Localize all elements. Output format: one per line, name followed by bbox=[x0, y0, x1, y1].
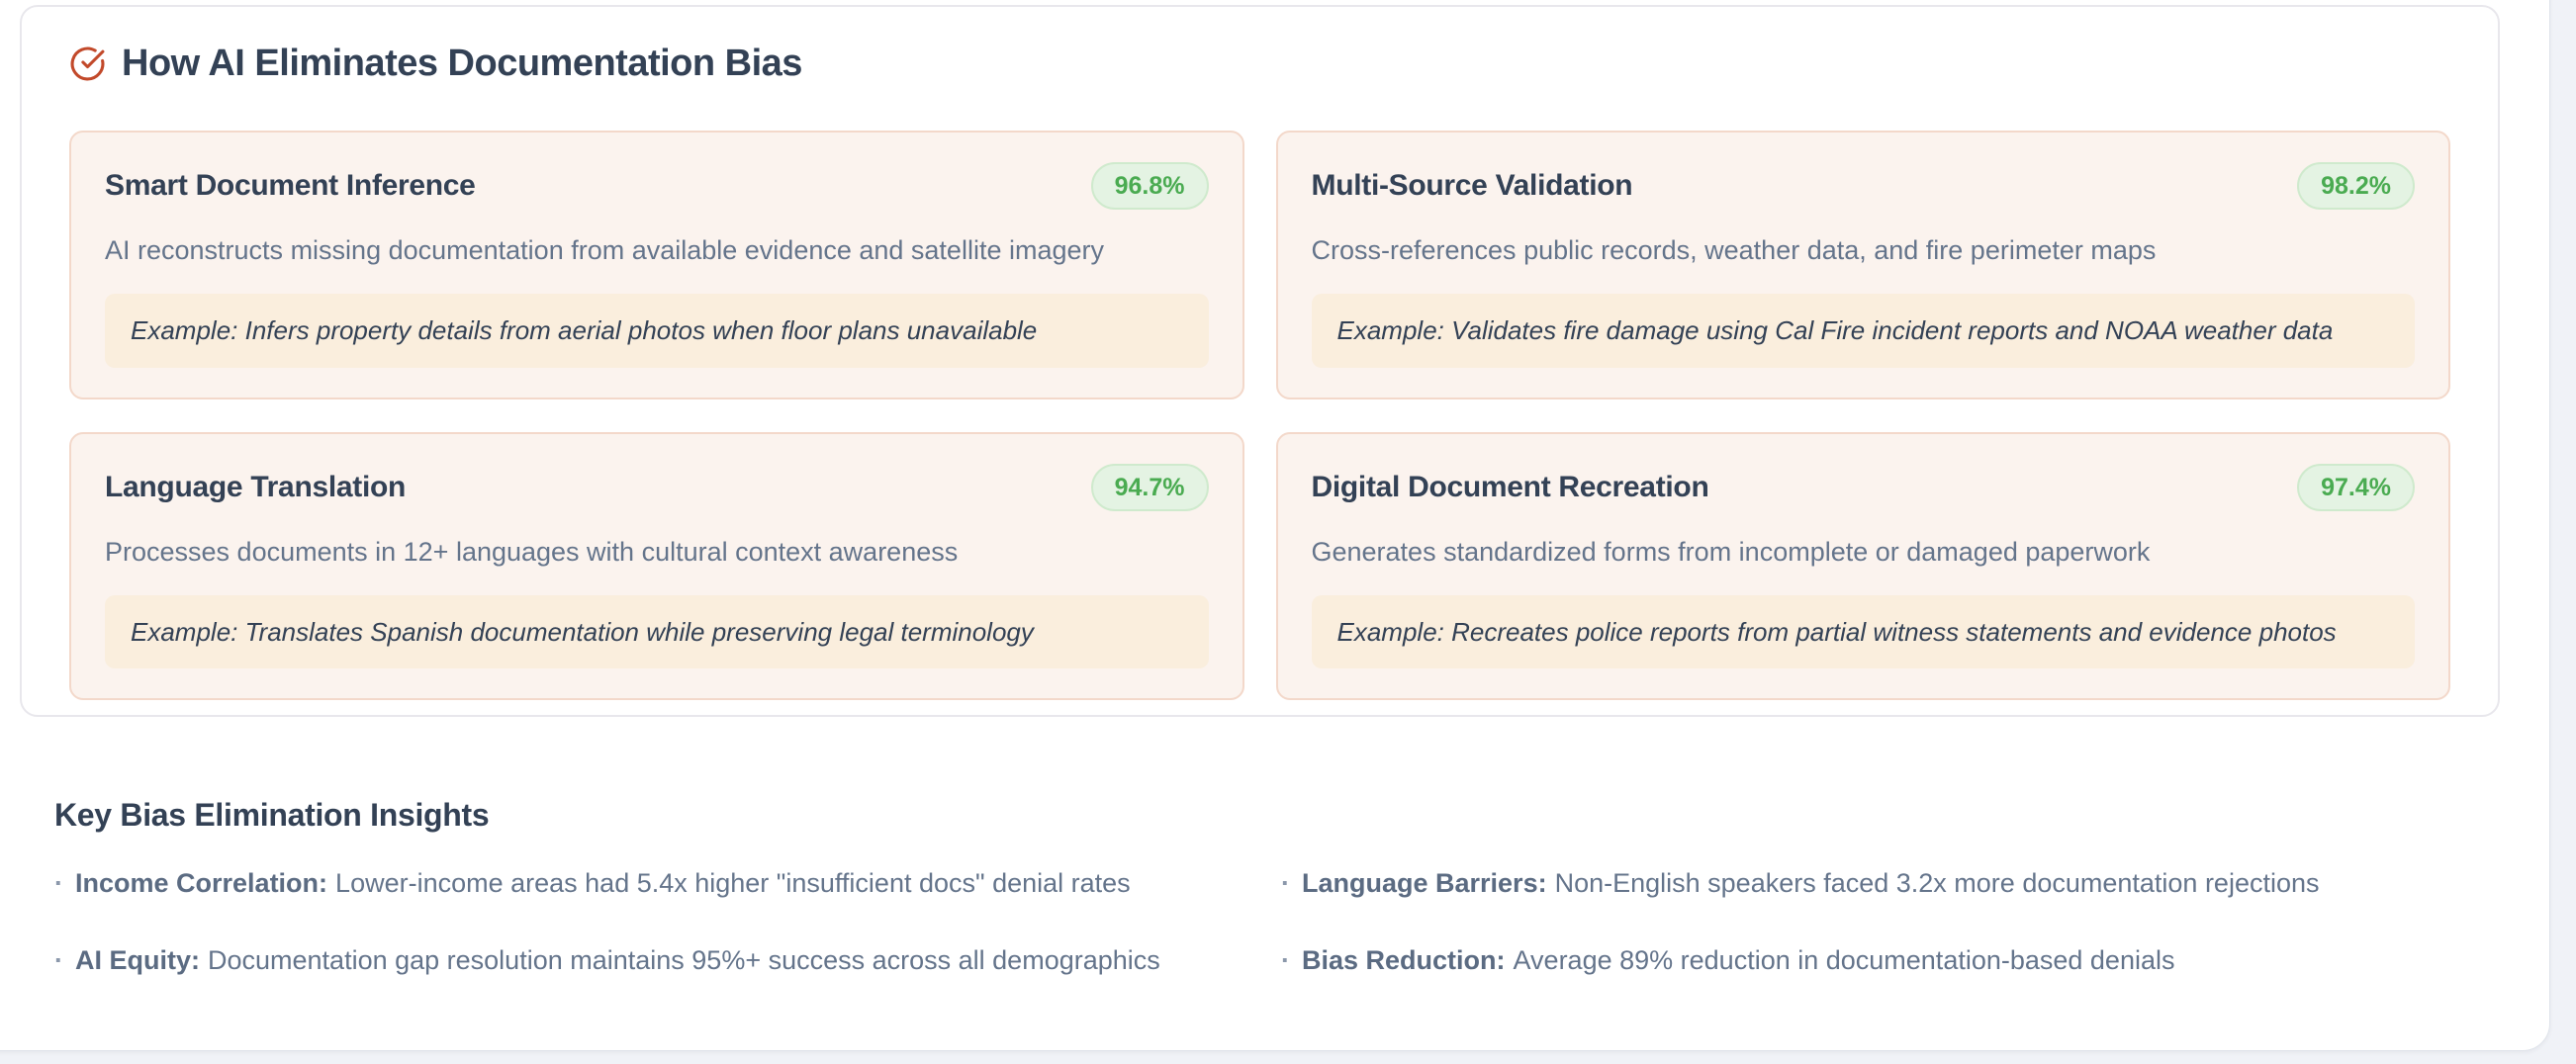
example-box: Example: Validates fire damage using Cal… bbox=[1311, 294, 2415, 368]
method-header: Language Translation 94.7% bbox=[105, 463, 1209, 511]
method-card-multi-source-validation: Multi-Source Validation 98.2% Cross-refe… bbox=[1275, 131, 2450, 399]
accuracy-badge: 98.2% bbox=[2297, 162, 2415, 210]
insight-text: Non-English speakers faced 3.2x more doc… bbox=[1554, 868, 2320, 898]
method-description: AI reconstructs missing documentation fr… bbox=[105, 235, 1104, 265]
bullet-dot: · bbox=[1281, 868, 1290, 898]
method-title: Language Translation bbox=[105, 470, 407, 503]
key-insights-section: Key Bias Elimination Insights · Income C… bbox=[54, 797, 2468, 978]
section-title: How AI Eliminates Documentation Bias bbox=[122, 43, 802, 84]
example-box: Example: Translates Spanish documentatio… bbox=[105, 594, 1209, 669]
method-header: Digital Document Recreation 97.4% bbox=[1311, 463, 2415, 511]
accuracy-badge: 96.8% bbox=[1090, 162, 1209, 210]
method-card-language-translation: Language Translation 94.7% Processes doc… bbox=[69, 431, 1244, 701]
card-header: How AI Eliminates Documentation Bias bbox=[69, 43, 2450, 85]
insight-label: Bias Reduction: bbox=[1302, 944, 1506, 975]
insight-language-barriers: · Language Barriers: Non-English speakers… bbox=[1281, 867, 2468, 901]
bullet-dot: · bbox=[54, 944, 63, 975]
bullet-dot: · bbox=[1281, 944, 1290, 975]
insight-text: Lower-income areas had 5.4x higher "insu… bbox=[335, 868, 1131, 898]
methods-grid: Smart Document Inference 96.8% AI recons… bbox=[69, 131, 2450, 701]
insight-text: Documentation gap resolution maintains 9… bbox=[208, 944, 1160, 975]
insights-title: Key Bias Elimination Insights bbox=[54, 797, 490, 833]
example-box: Example: Recreates police reports from p… bbox=[1311, 594, 2415, 669]
ai-bias-elimination-card: How AI Eliminates Documentation Bias Sma… bbox=[20, 5, 2500, 717]
example-text: Example: Recreates police reports from p… bbox=[1336, 616, 2337, 647]
method-title: Digital Document Recreation bbox=[1311, 470, 1709, 503]
example-text: Example: Infers property details from ae… bbox=[131, 315, 1038, 346]
method-title: Smart Document Inference bbox=[105, 169, 476, 202]
method-card-digital-document-recreation: Digital Document Recreation 97.4% Genera… bbox=[1275, 431, 2450, 701]
insight-text: Average 89% reduction in documentation-b… bbox=[1513, 944, 2175, 975]
method-card-smart-document-inference: Smart Document Inference 96.8% AI recons… bbox=[69, 131, 1244, 399]
method-description: Cross-references public records, weather… bbox=[1311, 235, 2157, 265]
example-text: Example: Translates Spanish documentatio… bbox=[131, 616, 1034, 647]
accuracy-badge: 94.7% bbox=[1090, 463, 1209, 511]
check-circle-icon bbox=[69, 45, 106, 82]
example-text: Example: Validates fire damage using Cal… bbox=[1336, 315, 2334, 346]
method-header: Multi-Source Validation 98.2% bbox=[1311, 162, 2415, 210]
accuracy-badge: 97.4% bbox=[2297, 463, 2415, 511]
method-header: Smart Document Inference 96.8% bbox=[105, 162, 1209, 210]
method-description: Processes documents in 12+ languages wit… bbox=[105, 536, 959, 567]
example-box: Example: Infers property details from ae… bbox=[105, 294, 1209, 368]
insight-ai-equity: · AI Equity: Documentation gap resolution… bbox=[54, 944, 1281, 978]
insight-label: Language Barriers: bbox=[1302, 868, 1547, 898]
insight-label: Income Correlation: bbox=[75, 868, 328, 898]
bullet-dot: · bbox=[54, 868, 63, 898]
insight-label: AI Equity: bbox=[75, 944, 200, 975]
insights-grid: · Income Correlation: Lower-income areas … bbox=[54, 867, 2468, 978]
method-title: Multi-Source Validation bbox=[1311, 169, 1633, 202]
insight-bias-reduction: · Bias Reduction: Average 89% reduction i… bbox=[1281, 944, 2468, 978]
insight-income-correlation: · Income Correlation: Lower-income areas … bbox=[54, 867, 1281, 901]
method-description: Generates standardized forms from incomp… bbox=[1311, 536, 2151, 567]
